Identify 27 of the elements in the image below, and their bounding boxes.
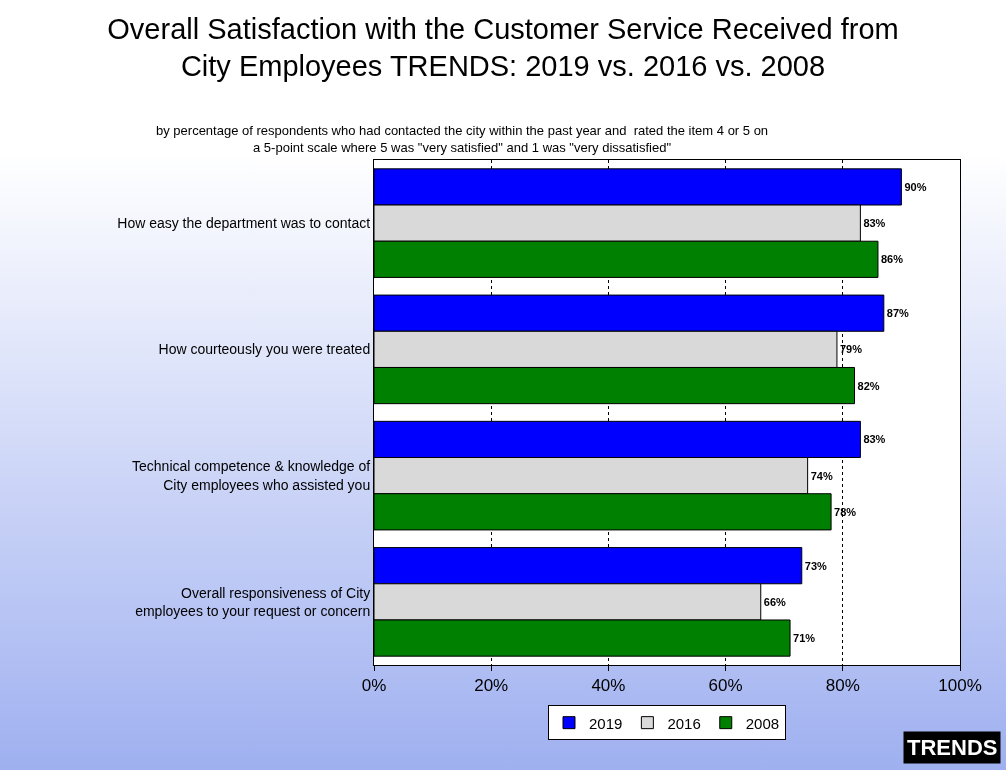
data-label: 83% xyxy=(863,433,886,446)
y-tick-label: Technical competence & knowledge of City employees who assisted you xyxy=(132,458,371,493)
data-label: 71% xyxy=(793,632,816,645)
legend-label: 2008 xyxy=(745,714,780,732)
data-label: 66% xyxy=(763,595,786,608)
legend-label: 2016 xyxy=(667,714,701,732)
y-tick-label: How courteously you were treated xyxy=(158,341,371,358)
x-tick-label: 100% xyxy=(938,676,982,696)
chart-subtitle: by percentage of respondents who had contacted the city within the past year and rated the item 4 or 5 on a 5-point scale where 5 was "very satisfied" and 1 was "very dissatisfied" xyxy=(156,123,769,155)
legend-label: 2019 xyxy=(589,714,623,732)
data-label: 83% xyxy=(863,217,886,230)
data-label: 87% xyxy=(886,307,910,320)
data-label: 73% xyxy=(804,559,828,572)
data-label: 74% xyxy=(810,469,833,482)
x-tick-label: 20% xyxy=(474,676,509,696)
data-label: 86% xyxy=(880,253,904,266)
x-tick-label: 40% xyxy=(591,676,626,696)
data-label: 79% xyxy=(839,343,863,356)
x-tick-label: 0% xyxy=(361,676,387,696)
y-tick-label: How easy the department was to contact xyxy=(117,215,371,232)
y-tick-label: Overall responsiveness of City employees to your request or concern xyxy=(135,584,371,619)
x-tick-label: 80% xyxy=(825,676,860,696)
x-tick-label: 60% xyxy=(708,676,743,696)
data-label: 90% xyxy=(904,180,927,193)
data-label: 82% xyxy=(857,379,880,392)
text: TRENDS xyxy=(907,735,998,760)
chart-title: Overall Satisfaction with the Customer Service Received from City Employees TRENDS: 2019 vs. 2016 vs. 2008 xyxy=(107,12,899,83)
